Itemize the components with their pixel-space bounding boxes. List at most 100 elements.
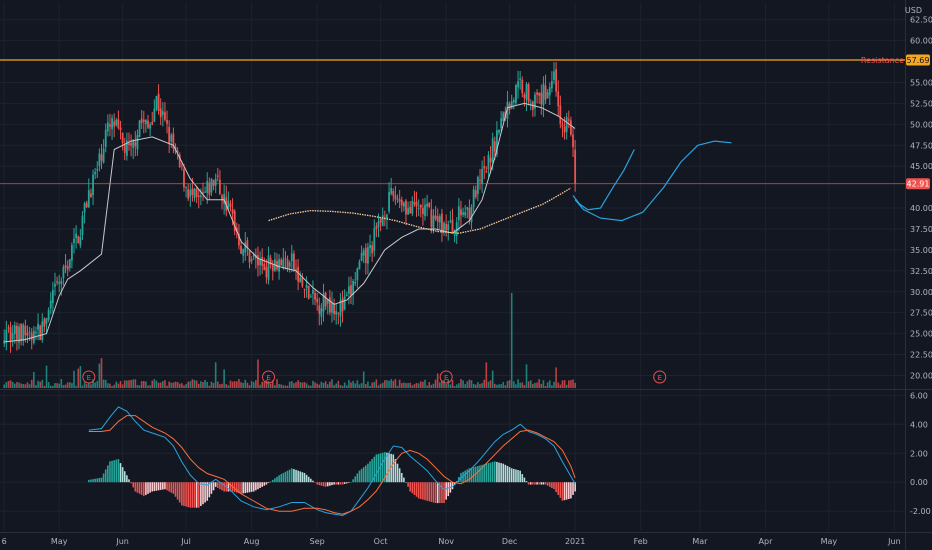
candle-body [453,234,456,236]
volume-bar [326,384,329,388]
histogram-bar [189,482,192,508]
histogram-bar [555,482,557,493]
signal-line [88,415,576,515]
candle-body [460,209,462,216]
volume-bar [225,384,228,388]
volume-bar [521,382,524,388]
candle-body [388,192,390,212]
histogram-bar [259,482,261,489]
histogram-bar [166,482,168,491]
histogram-bar [523,477,526,483]
volume-bar [73,370,75,388]
candle-body [544,85,547,100]
price-tick-label: 22.50 [910,351,932,360]
histogram-bar [100,477,103,483]
candle-body [164,112,166,120]
candle-body [37,323,39,330]
candle-body [519,78,522,81]
macd-tick-label: 6.00 [910,391,928,400]
histogram-bar [128,479,130,483]
candle-body [297,266,300,282]
candle-body [149,124,152,129]
candle-body [476,176,479,194]
earnings-marker [653,370,667,384]
volume-bar [261,381,263,388]
candle-body [468,208,471,219]
volume-bar [314,382,316,388]
histogram-bar [88,479,90,483]
volume-bar [288,381,291,388]
candle-body [534,94,536,109]
histogram-bar [493,461,496,483]
volume-bar [517,379,519,388]
histogram-bar [470,467,473,483]
candle-body [510,101,513,109]
candle-body [299,277,302,283]
candle-body [436,216,439,222]
volume-bar [555,367,557,388]
volume-bar [26,382,29,388]
volume-bar [424,379,426,388]
histogram-bar [288,469,291,483]
histogram-bar [138,482,141,494]
histogram-bar [109,461,111,483]
candle-body [356,268,359,281]
candle-body [546,92,549,99]
histogram-bar [282,472,285,483]
candle-body [115,119,118,126]
histogram-bar [466,469,469,483]
candle-body [409,206,412,214]
candle-body [314,292,316,300]
volume-bar [489,380,492,388]
candle-body [180,165,183,167]
volume-bar [534,382,536,388]
volume-bar [297,380,299,388]
candle-body [426,203,429,207]
volume-bar [28,384,31,388]
candle-body [83,203,86,213]
volume-bar [479,384,481,388]
candle-body [125,140,128,156]
histogram-bar [297,470,299,483]
time-tick-label: Aug [244,537,260,546]
candle-body [411,200,414,214]
candle-body [161,111,164,116]
resistance-value-badge [906,54,930,66]
histogram-bar [572,482,574,495]
volume-bar [407,382,409,388]
histogram-bar [204,482,206,503]
candle-body [66,266,69,270]
volume-bar [191,379,194,388]
histogram-bar [242,482,244,494]
candle-body [493,141,496,152]
histogram-bar [337,482,340,485]
volume-bar [204,379,206,388]
volume-bar [365,384,367,388]
price-tick-label: 47.50 [910,141,932,150]
candle-body [147,120,149,128]
histogram-bar [540,482,543,485]
histogram-bar [255,482,257,491]
histogram-bar [107,465,109,483]
volume-bar [506,380,509,388]
histogram-bar [236,482,238,493]
histogram-bar [546,482,549,486]
histogram-bar [191,482,194,508]
histogram-bar [329,482,331,486]
candle-body [337,312,340,314]
volume-bar [525,364,528,388]
histogram-bar [248,482,251,493]
volume-bar [7,381,10,388]
candle-body [345,294,348,296]
histogram-bar [517,470,519,483]
candle-body [462,212,464,215]
volume-bar [216,381,219,388]
candle-body [106,122,109,132]
volume-bar [542,380,545,388]
volume-bar [354,383,357,388]
volume-bar [223,369,225,388]
volume-bar [255,380,257,388]
candle-body [219,179,221,194]
volume-bar [126,380,128,388]
